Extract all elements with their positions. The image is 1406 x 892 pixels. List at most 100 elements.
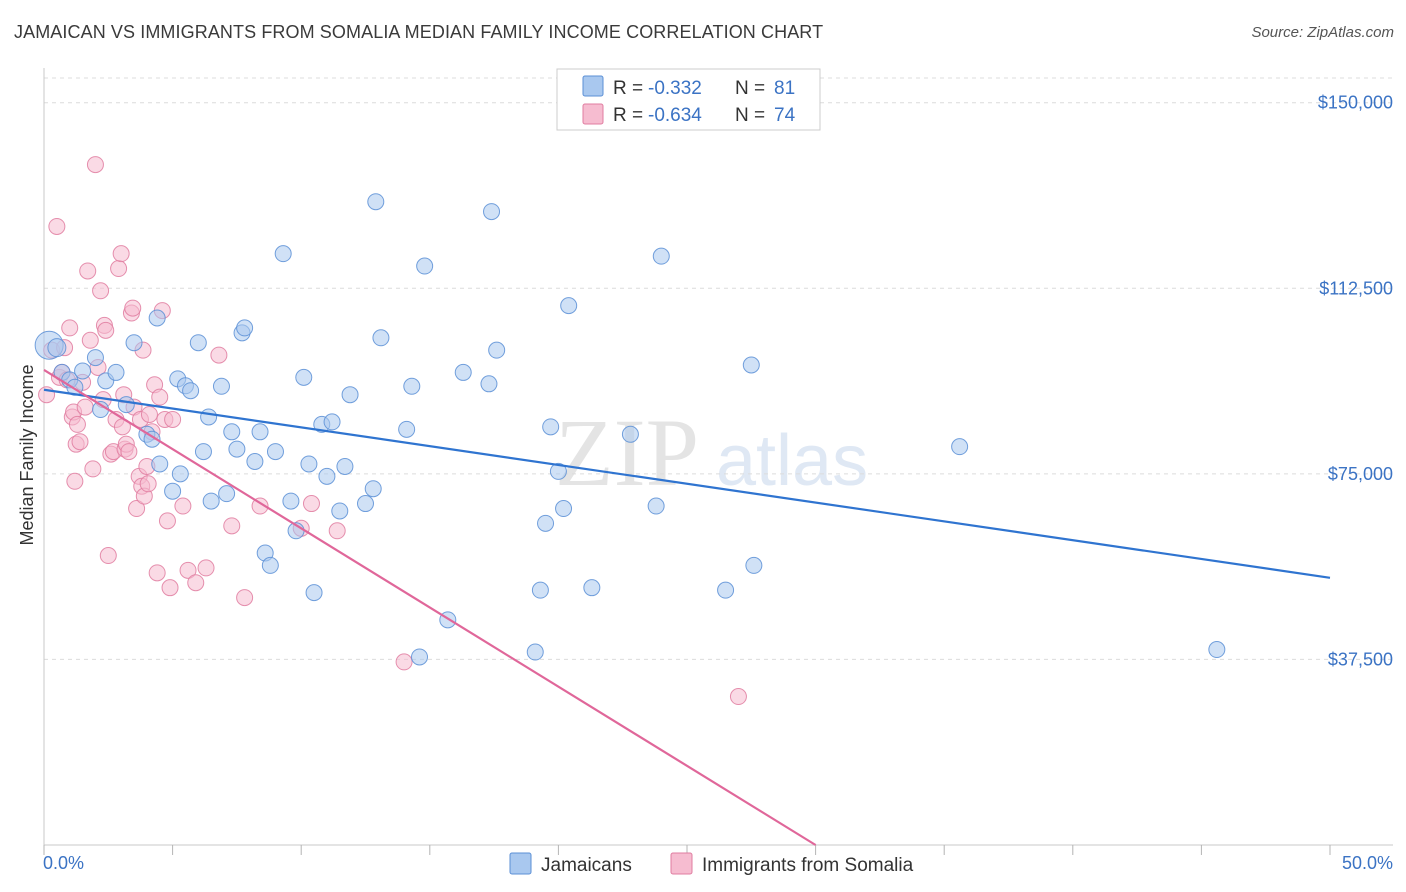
point-somalia <box>158 512 176 530</box>
legend-n-label-blue: N = <box>735 78 765 99</box>
point-somalia <box>84 460 102 478</box>
point-somalia <box>86 156 104 174</box>
point-somalia <box>79 262 97 280</box>
point-jamaicans <box>151 455 169 473</box>
chart-source: Source: ZipAtlas.com <box>1251 24 1394 41</box>
point-jamaicans <box>398 420 416 438</box>
point-somalia <box>179 561 197 579</box>
point-jamaicans <box>194 443 212 461</box>
legend-swatch-blue <box>582 75 604 97</box>
point-jamaicans <box>117 396 135 414</box>
point-jamaicans <box>212 377 230 395</box>
point-jamaicans <box>125 334 143 352</box>
point-jamaicans <box>372 329 390 347</box>
point-jamaicans <box>246 453 264 470</box>
point-jamaicans <box>223 423 241 441</box>
point-somalia <box>151 388 169 406</box>
point-somalia <box>174 497 192 515</box>
point-somalia <box>112 245 130 263</box>
point-jamaicans <box>148 309 166 327</box>
point-somalia <box>48 217 66 235</box>
bottom-legend: Jamaicans Immigrants from Somalia <box>509 852 914 876</box>
legend-r-value-pink: -0.634 <box>648 105 702 126</box>
point-jamaicans <box>251 423 269 441</box>
point-jamaicans <box>295 368 313 386</box>
point-jamaicans <box>951 438 969 456</box>
point-jamaicans <box>300 455 318 473</box>
point-jamaicans <box>331 502 349 520</box>
point-jamaicans <box>171 465 189 483</box>
point-somalia <box>187 574 205 592</box>
point-somalia <box>140 405 158 423</box>
point-jamaicans <box>483 203 501 221</box>
point-jamaicans <box>323 413 341 431</box>
point-jamaicans <box>202 492 220 510</box>
point-jamaicans <box>107 363 125 381</box>
y-axis-title: Median Family Income <box>17 364 37 545</box>
watermark-zip: ZIP <box>555 399 699 506</box>
point-jamaicans <box>555 500 573 518</box>
point-jamaicans <box>526 643 544 661</box>
point-somalia <box>251 497 269 515</box>
point-somalia <box>124 299 142 317</box>
point-jamaicans <box>164 482 182 500</box>
watermark: ZIP atlas <box>555 399 868 506</box>
point-jamaicans <box>647 497 665 515</box>
point-jamaicans <box>282 492 300 510</box>
point-jamaicans <box>542 418 560 436</box>
point-somalia <box>161 579 179 597</box>
legend-r-label-pink: R = <box>613 105 643 126</box>
point-jamaicans <box>745 556 763 574</box>
point-jamaicans <box>560 297 578 315</box>
point-jamaicans <box>717 581 735 599</box>
y-tick-label: $37,500 <box>1328 649 1393 669</box>
point-jamaicans <box>274 245 292 263</box>
y-tick-label: $75,000 <box>1328 464 1393 484</box>
point-jamaicans <box>341 386 359 404</box>
point-jamaicans <box>318 467 336 485</box>
point-somalia <box>76 398 94 416</box>
axis-layer: $37,500 $75,000 $112,500 $150,000 <box>43 68 1393 855</box>
point-somalia <box>99 547 117 565</box>
point-jamaicans <box>182 382 200 400</box>
point-jamaicans <box>480 375 498 393</box>
point-somalia <box>210 346 228 364</box>
point-somalia <box>61 319 79 337</box>
point-somalia <box>120 443 138 461</box>
point-somalia <box>729 688 747 706</box>
point-jamaicans <box>200 408 218 426</box>
chart-title: JAMAICAN VS IMMIGRANTS FROM SOMALIA MEDI… <box>14 22 824 42</box>
point-jamaicans <box>1208 641 1226 659</box>
point-jamaicans <box>621 425 639 443</box>
point-jamaicans <box>583 579 601 597</box>
y-tick-label: $112,500 <box>1319 278 1393 298</box>
y-tick-label: $150,000 <box>1318 93 1393 113</box>
point-somalia <box>197 559 215 577</box>
point-jamaicans <box>652 247 670 265</box>
point-somalia <box>148 564 166 582</box>
point-jamaicans <box>336 457 354 475</box>
point-jamaicans <box>403 377 421 395</box>
point-jamaicans <box>86 349 104 367</box>
point-jamaicans <box>228 440 246 458</box>
point-jamaicans <box>266 443 284 461</box>
point-jamaicans <box>189 334 207 352</box>
watermark-atlas: atlas <box>716 421 868 501</box>
legend-r-value-blue: -0.332 <box>648 78 702 99</box>
point-somalia <box>66 472 84 490</box>
point-jamaicans <box>416 257 434 275</box>
point-jamaicans <box>261 556 279 574</box>
point-jamaicans <box>537 514 555 532</box>
point-somalia <box>97 321 115 339</box>
point-somalia <box>68 415 86 433</box>
legend-r-label-blue: R = <box>613 78 643 99</box>
bottom-legend-swatch-somalia <box>670 852 693 875</box>
bottom-legend-swatch-jamaicans <box>509 852 532 875</box>
point-somalia <box>302 495 320 513</box>
point-jamaicans <box>364 480 382 498</box>
point-jamaicans <box>305 584 323 602</box>
point-jamaicans <box>742 356 760 374</box>
legend-n-label-pink: N = <box>735 105 765 126</box>
point-jamaicans <box>549 462 567 480</box>
